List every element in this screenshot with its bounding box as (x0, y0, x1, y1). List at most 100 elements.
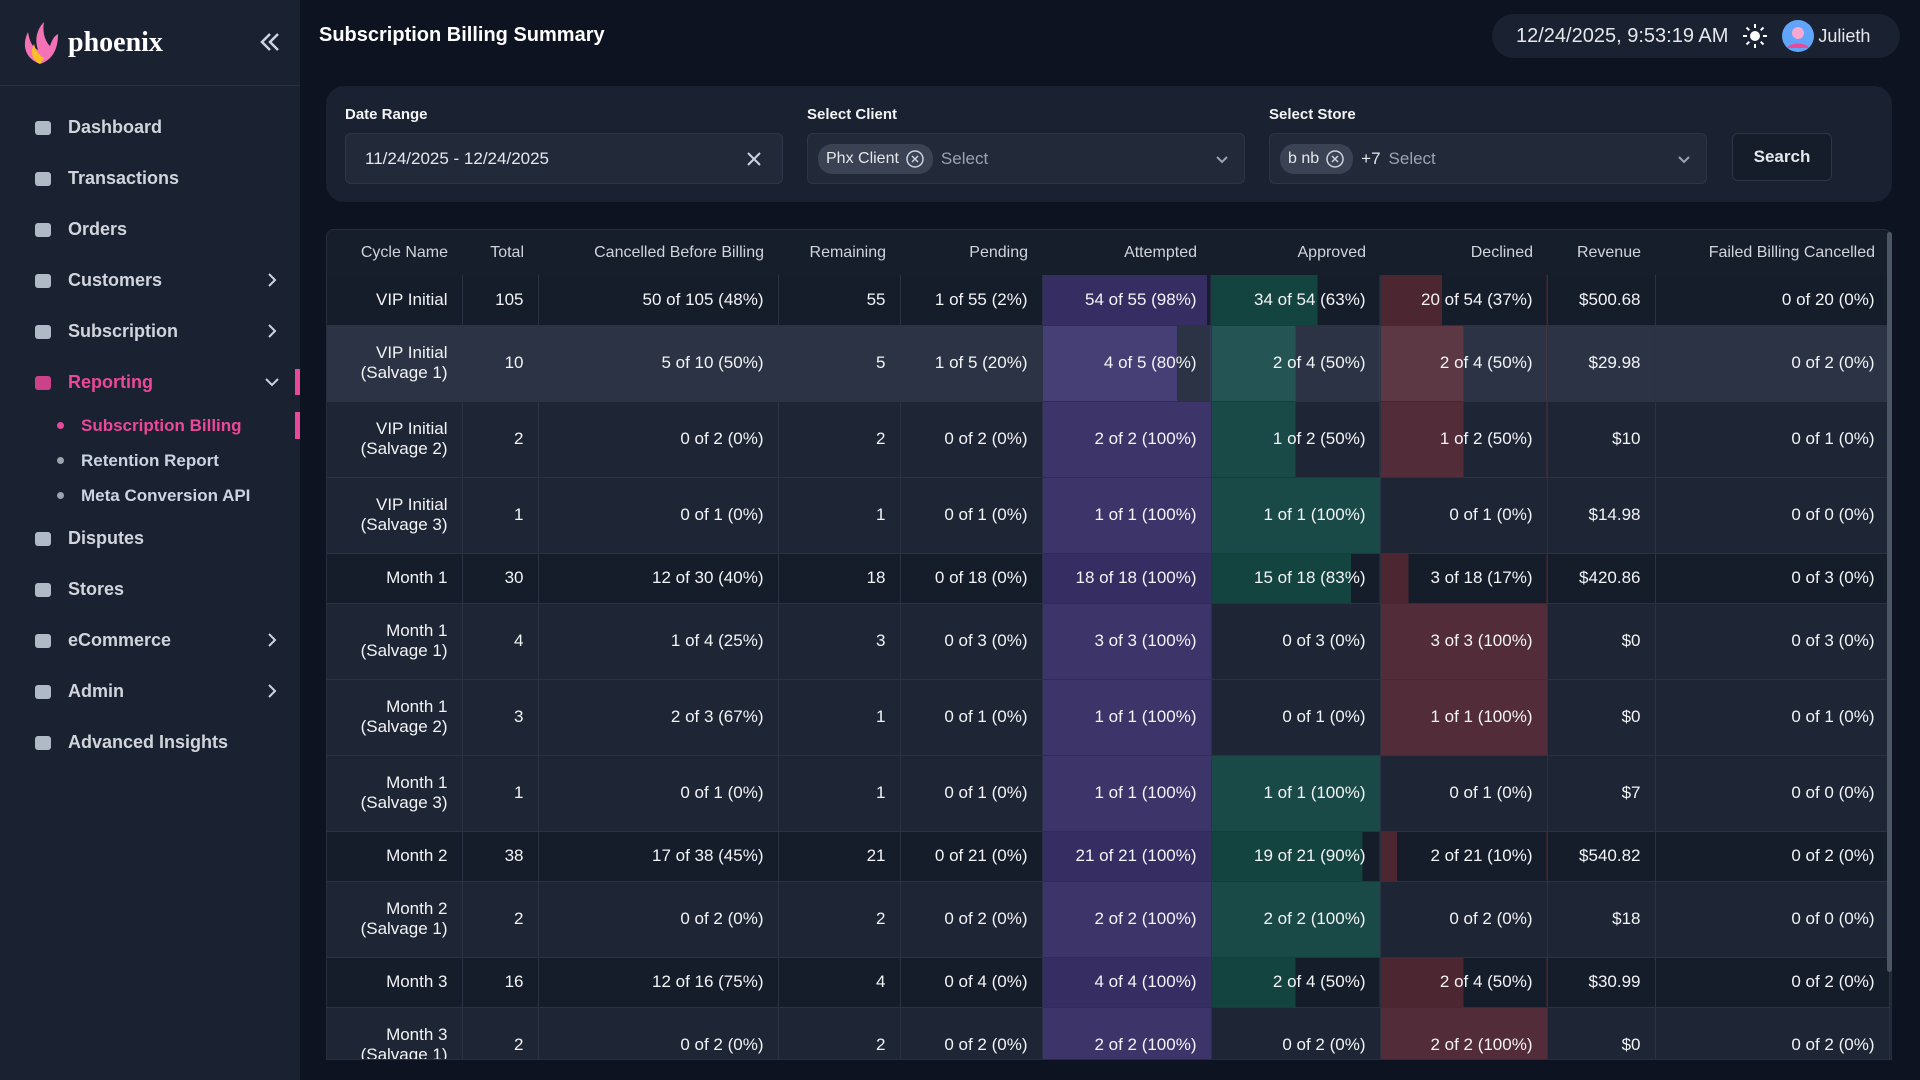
chip-remove[interactable] (905, 149, 925, 169)
table-cell: $30.99 (1547, 957, 1655, 1007)
table-cell: 0 of 21 (0%) (900, 831, 1042, 881)
column-header: Remaining (778, 230, 900, 275)
nav-icon (32, 168, 54, 190)
column-header: Failed Billing Cancelled (1655, 230, 1889, 275)
table-cell: 15 of 18 (83%) (1211, 553, 1380, 603)
table-cell: 50 of 105 (48%) (538, 275, 778, 325)
avatar[interactable] (1782, 20, 1814, 52)
table-row[interactable]: Month 13012 of 30 (40%)180 of 18 (0%)18 … (327, 553, 1889, 603)
nav-item[interactable]: Stores (0, 564, 300, 615)
table-row[interactable]: Month 1 (Salvage 1)41 of 4 (25%)30 of 3 … (327, 603, 1889, 679)
table-cell: 3 of 3 (100%) (1380, 603, 1547, 679)
table-cell: 3 of 18 (17%) (1380, 553, 1547, 603)
table-cell: 1 of 4 (25%) (538, 603, 778, 679)
nav-label: Disputes (68, 528, 144, 549)
table-cell: $0 (1547, 1007, 1655, 1060)
table-cell: 2 of 2 (100%) (1380, 1007, 1547, 1060)
sidebar: phoenix DashboardTransactionsOrdersCusto… (0, 0, 300, 1080)
table-cell: 3 (462, 679, 538, 755)
table-cell: 1 of 1 (100%) (1042, 679, 1211, 755)
user-name[interactable]: Julieth (1818, 26, 1870, 47)
table-cell: 38 (462, 831, 538, 881)
table-row[interactable]: Month 23817 of 38 (45%)210 of 21 (0%)21 … (327, 831, 1889, 881)
nav-item[interactable]: eCommerce (0, 615, 300, 666)
client-chip: Phx Client (818, 144, 933, 174)
nav-item[interactable]: Admin (0, 666, 300, 717)
nav-item[interactable]: Dashboard (0, 102, 300, 153)
table-cell: 18 of 18 (100%) (1042, 553, 1211, 603)
table-cell: 17 of 38 (45%) (538, 831, 778, 881)
column-header: Attempted (1042, 230, 1211, 275)
nav-item[interactable]: Advanced Insights (0, 717, 300, 768)
nav-icon (32, 528, 54, 550)
column-header: Declined (1380, 230, 1547, 275)
nav-icon (32, 681, 54, 703)
store-chip: b nb (1280, 144, 1353, 174)
table-row[interactable]: VIP Initial (Salvage 3)10 of 1 (0%)10 of… (327, 477, 1889, 553)
dropdown-arrow[interactable] (1676, 151, 1692, 167)
table-cell: 2 of 4 (50%) (1380, 957, 1547, 1007)
table-cell: Month 1 (Salvage 3) (327, 755, 462, 831)
store-select[interactable]: b nb +7 Select (1269, 133, 1707, 184)
table-cell: 2 (462, 1007, 538, 1060)
table-row[interactable]: VIP Initial (Salvage 2)20 of 2 (0%)20 of… (327, 401, 1889, 477)
table-cell: 16 (462, 957, 538, 1007)
table-row[interactable]: Month 3 (Salvage 1)20 of 2 (0%)20 of 2 (… (327, 1007, 1889, 1060)
table-row[interactable]: Month 1 (Salvage 2)32 of 3 (67%)10 of 1 … (327, 679, 1889, 755)
client-select[interactable]: Phx Client Select (807, 133, 1245, 184)
brand[interactable]: phoenix (0, 0, 300, 86)
table-cell: 105 (462, 275, 538, 325)
theme-toggle[interactable] (1742, 23, 1768, 49)
table-cell: 2 (778, 401, 900, 477)
table-cell: 2 (778, 881, 900, 957)
nav-item[interactable]: Transactions (0, 153, 300, 204)
table-cell: 0 of 1 (0%) (1655, 401, 1889, 477)
collapse-button[interactable] (258, 30, 282, 54)
table-cell: Month 3 (Salvage 1) (327, 1007, 462, 1060)
table-cell: 34 of 54 (63%) (1211, 275, 1380, 325)
table-cell: 1 (462, 755, 538, 831)
sub-nav-item[interactable]: Subscription Billing (0, 408, 300, 443)
table-row[interactable]: Month 31612 of 16 (75%)40 of 4 (0%)4 of … (327, 957, 1889, 1007)
table-cell: 0 of 18 (0%) (900, 553, 1042, 603)
filter-panel: Date Range 11/24/2025 - 12/24/2025 Selec… (326, 86, 1892, 202)
table-cell: 2 of 21 (10%) (1380, 831, 1547, 881)
table-cell: 19 of 21 (90%) (1211, 831, 1380, 881)
table-cell: 4 (462, 603, 538, 679)
table-cell: 0 of 2 (0%) (900, 401, 1042, 477)
top-bar: 12/24/2025, 9:53:19 AM Julieth (1492, 14, 1900, 58)
table-cell: 1 of 1 (100%) (1211, 755, 1380, 831)
table-cell: 0 of 1 (0%) (1655, 679, 1889, 755)
clear-button[interactable] (746, 151, 762, 167)
table-row[interactable]: VIP Initial (Salvage 1)105 of 10 (50%)51… (327, 325, 1889, 401)
scrollbar[interactable] (1887, 232, 1892, 972)
table-cell: 2 of 2 (100%) (1042, 881, 1211, 957)
billing-table: Cycle NameTotalCancelled Before BillingR… (327, 230, 1890, 1060)
sub-nav-item[interactable]: Retention Report (0, 443, 300, 478)
table-row[interactable]: Month 1 (Salvage 3)10 of 1 (0%)10 of 1 (… (327, 755, 1889, 831)
table-cell: 18 (778, 553, 900, 603)
table-cell: 1 of 1 (100%) (1380, 679, 1547, 755)
date-range-input[interactable]: 11/24/2025 - 12/24/2025 (345, 133, 783, 184)
nav-label: Subscription (68, 321, 178, 342)
chevron (264, 632, 280, 648)
nav-item[interactable]: Disputes (0, 513, 300, 564)
nav-item[interactable]: Subscription (0, 306, 300, 357)
table-row[interactable]: VIP Initial10550 of 105 (48%)551 of 55 (… (327, 275, 1889, 325)
table-row[interactable]: Month 2 (Salvage 1)20 of 2 (0%)20 of 2 (… (327, 881, 1889, 957)
page-title: Subscription Billing Summary (319, 24, 605, 47)
nav-item[interactable]: Reporting (0, 357, 300, 408)
chip-text: b nb (1288, 150, 1319, 168)
search-button[interactable]: Search (1732, 133, 1832, 181)
nav-item[interactable]: Orders (0, 204, 300, 255)
filter-label: Select Store (1269, 106, 1356, 123)
nav-item[interactable]: Customers (0, 255, 300, 306)
table-cell: 0 of 1 (0%) (1211, 679, 1380, 755)
chip-remove[interactable] (1325, 149, 1345, 169)
table-cell: 5 of 10 (50%) (538, 325, 778, 401)
dropdown-arrow[interactable] (1214, 151, 1230, 167)
sub-nav-item[interactable]: Meta Conversion API (0, 478, 300, 513)
table-cell: 3 of 3 (100%) (1042, 603, 1211, 679)
table-cell: $540.82 (1547, 831, 1655, 881)
